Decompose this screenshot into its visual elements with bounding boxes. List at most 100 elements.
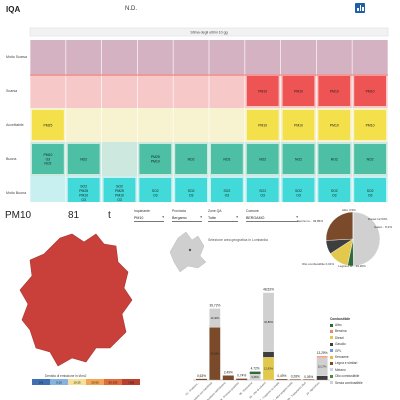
iqa-cell-label: PM10: [258, 89, 267, 93]
iqa-cell[interactable]: [282, 110, 315, 140]
bar-segment[interactable]: [262, 351, 275, 358]
iqa-cell[interactable]: [246, 178, 279, 202]
density-legend-label: 5-10: [56, 380, 62, 384]
iqa-cell[interactable]: [175, 144, 207, 174]
pie-data-label: Legna e st... 29,26%: [338, 264, 366, 268]
iqa-cell-label: SO2: [295, 189, 302, 193]
bar[interactable]: [303, 379, 315, 380]
iqa-cell[interactable]: [211, 178, 243, 202]
iqa-cell[interactable]: [67, 178, 100, 202]
iqa-cell[interactable]: [175, 178, 207, 202]
sector-bar-chart[interactable]: 0,63%01 - Produzio...29,26%10,46%39,72%0…: [0, 202, 400, 400]
selected-area-marker: [188, 248, 192, 252]
iqa-cell-label: O3: [189, 194, 194, 198]
bar[interactable]: [289, 379, 301, 380]
legend-swatch: [330, 342, 333, 346]
fuel-legend-item[interactable]: Gasolio: [330, 342, 346, 346]
density-legend-label: 0-5: [39, 380, 43, 384]
bar-segment[interactable]: [316, 355, 328, 358]
filter-select[interactable]: BERGAMO ▾: [246, 215, 298, 222]
legend-swatch: [330, 381, 333, 385]
iqa-cell[interactable]: [67, 144, 100, 174]
bar-segment[interactable]: [249, 371, 261, 375]
filter-select[interactable]: Bergamo ▾: [172, 215, 202, 222]
fuel-legend-item[interactable]: GPL: [330, 349, 341, 353]
iqa-cell[interactable]: [354, 178, 386, 202]
iqa-cell[interactable]: [246, 110, 279, 140]
fuel-legend-item[interactable]: Altro: [330, 323, 342, 327]
iqa-cell-label: SO2: [224, 189, 231, 193]
iqa-cell[interactable]: [211, 144, 243, 174]
iqa-cell[interactable]: [318, 110, 351, 140]
iqa-cell-label: SO2: [80, 185, 87, 189]
filter-select[interactable]: Tutte ▾: [208, 215, 238, 222]
pie-slice[interactable]: [352, 211, 381, 267]
iqa-cell[interactable]: [139, 178, 172, 202]
iqa-cell-label: O3: [117, 198, 122, 202]
iqa-grid: Stima degli ultimi 10 gg Molto Scarsa Scar…: [6, 27, 389, 202]
iqa-cell[interactable]: [318, 76, 351, 106]
municipality-map[interactable]: Selezione area geografica in Lombardia De…: [0, 202, 400, 400]
legend-swatch: [330, 330, 333, 334]
legend-label: Metano: [335, 367, 346, 372]
bar-total-label: 0,28%: [291, 374, 300, 378]
iqa-cell[interactable]: [282, 178, 315, 202]
iqa-cell-label: NO2: [259, 157, 266, 161]
iqa-cell[interactable]: [354, 144, 386, 174]
iqa-cell[interactable]: [282, 144, 315, 174]
fuel-pie-chart[interactable]: Altro 3,5% Diesel 12,63% Gasol... 8,3% Legn…: [0, 202, 400, 400]
fuel-legend-item[interactable]: Senza combustibile: [330, 381, 363, 385]
fuel-legend-item[interactable]: Olio combustibile: [330, 374, 359, 378]
bar-total-label: 48,53%: [263, 288, 274, 292]
iqa-cell[interactable]: [32, 144, 64, 174]
bar[interactable]: [222, 375, 234, 380]
iqa-cell[interactable]: [354, 110, 386, 140]
iqa-cell-label: SO2: [188, 189, 195, 193]
iqa-panel: IQA N.D. Stima degli ultimi 10 gg Molto S…: [6, 3, 389, 202]
iqa-cell-label: PM10: [79, 194, 88, 198]
filter-value: PM10: [134, 216, 144, 220]
iqa-cell[interactable]: [318, 178, 351, 202]
bar-total-label: 4,72%: [251, 367, 260, 371]
bar[interactable]: [236, 378, 248, 380]
filter-select[interactable]: PM10 ▾: [134, 215, 164, 222]
bar-segment[interactable]: [316, 375, 328, 381]
filter-label: Comune: [246, 209, 259, 213]
iqa-cell[interactable]: [246, 76, 279, 106]
pie-data-label: Diesel 12,63%: [368, 217, 388, 221]
iqa-cell-label: NO2: [223, 157, 230, 161]
pollutant-title: PM10: [5, 210, 32, 221]
bar-category-label: 10 - Agricoltura: [305, 380, 321, 396]
fuel-legend-item[interactable]: Kerosene: [330, 355, 349, 359]
iqa-cell-label: SO2: [367, 189, 374, 193]
municipality-shape[interactable]: [19, 233, 133, 367]
bar-segment[interactable]: [209, 308, 221, 328]
fuel-legend-item[interactable]: Metano: [330, 368, 346, 372]
density-legend-label: 10-25: [73, 380, 81, 384]
bar[interactable]: [196, 378, 207, 380]
fuel-legend-item[interactable]: Diesel: [330, 336, 344, 340]
iqa-cell[interactable]: [139, 144, 172, 174]
filter-label: Zone QA: [208, 209, 222, 213]
pie-slice[interactable]: [325, 211, 354, 241]
iqa-cell[interactable]: [282, 76, 315, 106]
iqa-cell[interactable]: [354, 76, 386, 106]
bar[interactable]: [276, 379, 288, 380]
legend-swatch: [330, 368, 333, 372]
iqa-cell-label: NO2: [44, 162, 51, 166]
legend-label: Kerosene: [335, 355, 349, 359]
fuel-legend-item[interactable]: Benzina: [330, 329, 347, 333]
lombardy-minimap[interactable]: [169, 231, 207, 273]
iqa-cell[interactable]: [103, 178, 136, 202]
iqa-cell[interactable]: [318, 144, 351, 174]
bar-segment[interactable]: [262, 292, 275, 352]
iqa-cell[interactable]: [246, 144, 279, 174]
density-legend-swatch: [86, 379, 104, 385]
bar-chart-icon[interactable]: [355, 3, 365, 13]
legend-swatch: [330, 355, 333, 359]
filter-value: BERGAMO: [246, 216, 265, 220]
legend-label: Diesel: [335, 335, 344, 340]
fuel-legend-item[interactable]: Legna e similari: [330, 361, 357, 365]
legend-swatch: [330, 362, 333, 366]
iqa-cell[interactable]: [32, 110, 64, 140]
